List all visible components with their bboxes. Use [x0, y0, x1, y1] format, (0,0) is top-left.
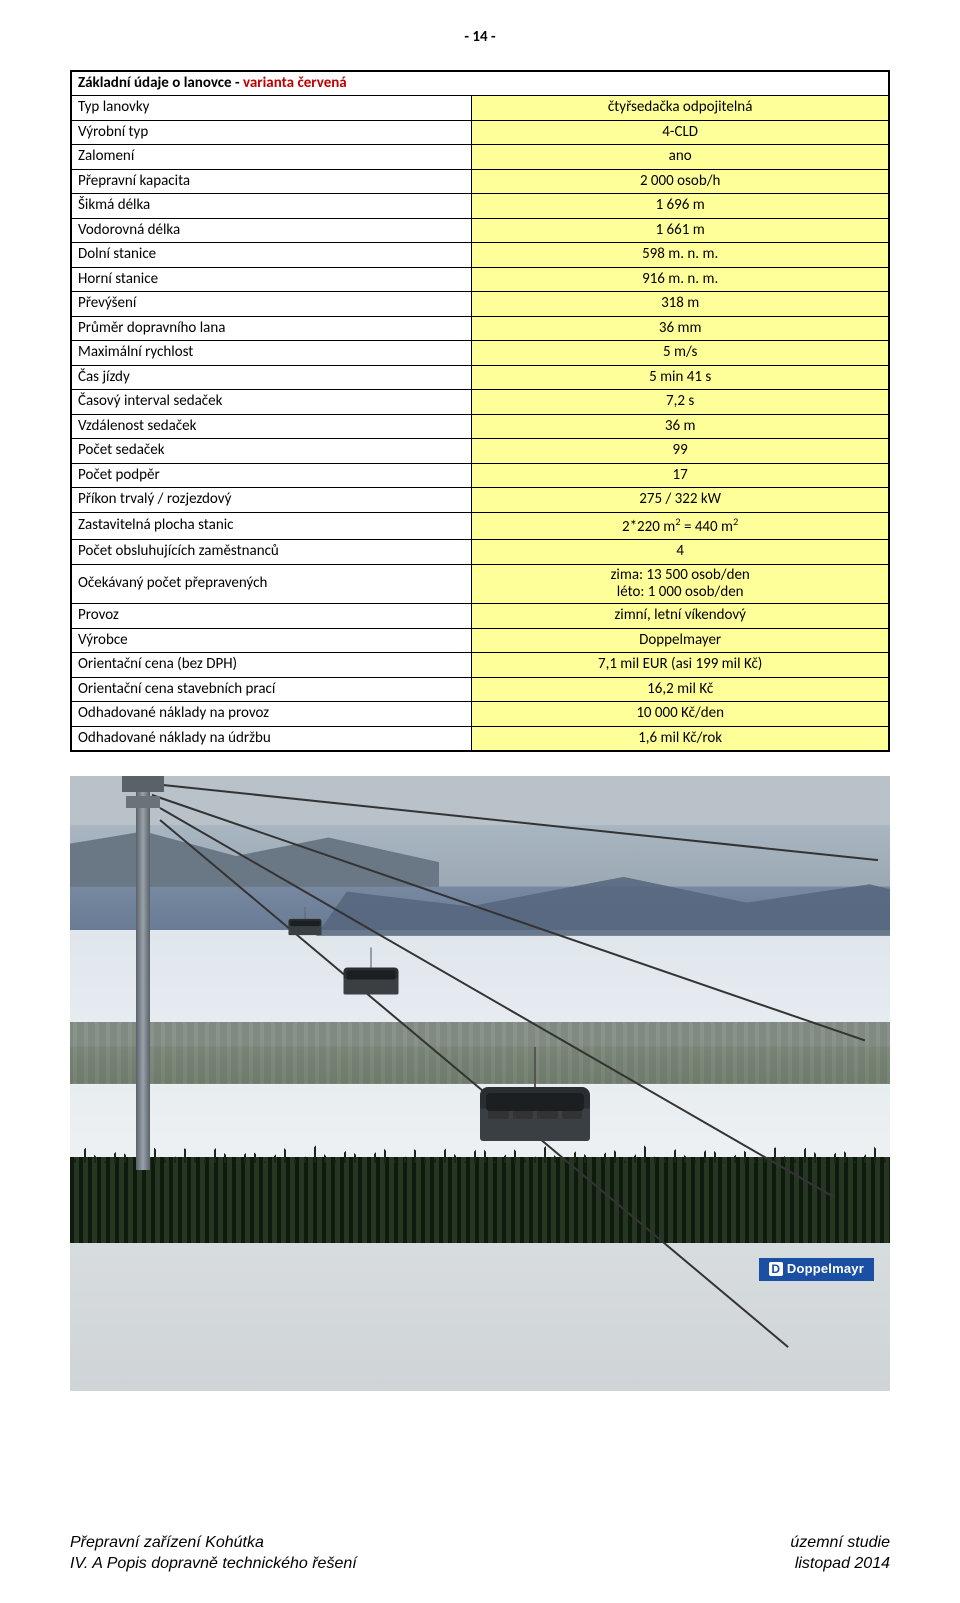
doppelmayr-watermark: DDoppelmayr [759, 1258, 874, 1281]
row-value: 5 min 41 s [472, 365, 889, 390]
row-label: Převýšení [71, 292, 472, 317]
table-row: Čas jízdy5 min 41 s [71, 365, 889, 390]
row-value: 916 m. n. m. [472, 267, 889, 292]
header-plain: Základní údaje o lanovce - [78, 74, 243, 92]
row-value: čtyřsedačka odpojitelná [472, 96, 889, 121]
row-value: 318 m [472, 292, 889, 317]
row-label: Šikmá délka [71, 194, 472, 219]
row-label: Průměr dopravního lana [71, 316, 472, 341]
row-label: Zalomení [71, 145, 472, 170]
table-row: Odhadované náklady na údržbu1,6 mil Kč/r… [71, 726, 889, 751]
table-row: Šikmá délka1 696 m [71, 194, 889, 219]
row-label: Příkon trvalý / rozjezdový [71, 488, 472, 513]
row-value: 99 [472, 439, 889, 464]
table-row: Vodorovná délka1 661 m [71, 218, 889, 243]
row-value: 17 [472, 463, 889, 488]
table-row: VýrobceDoppelmayer [71, 628, 889, 653]
row-label: Počet sedaček [71, 439, 472, 464]
table-row: Očekávaný počet přepravenýchzima: 13 500… [71, 564, 889, 604]
table-row: Typ lanovkyčtyřsedačka odpojitelná [71, 96, 889, 121]
row-value: zimní, letní víkendový [472, 604, 889, 629]
row-label: Maximální rychlost [71, 341, 472, 366]
row-value: 1,6 mil Kč/rok [472, 726, 889, 751]
row-label: Čas jízdy [71, 365, 472, 390]
page-footer: Přepravní zařízení Kohútka IV. A Popis d… [70, 1533, 890, 1575]
table-row: Provozzimní, letní víkendový [71, 604, 889, 629]
row-value: 4-CLD [472, 120, 889, 145]
row-value: 16,2 mil Kč [472, 677, 889, 702]
row-label: Přepravní kapacita [71, 169, 472, 194]
row-value: 2 000 osob/h [472, 169, 889, 194]
footer-left-line1: Přepravní zařízení Kohútka [70, 1533, 357, 1554]
row-label: Vodorovná délka [71, 218, 472, 243]
footer-left-line2: IV. A Popis dopravně technického řešení [70, 1554, 357, 1575]
row-label: Orientační cena stavebních prací [71, 677, 472, 702]
watermark-text: Doppelmayr [787, 1261, 864, 1276]
row-label: Počet podpěr [71, 463, 472, 488]
table-row: Přepravní kapacita2 000 osob/h [71, 169, 889, 194]
row-value: 10 000 Kč/den [472, 702, 889, 727]
row-label: Očekávaný počet přepravených [71, 564, 472, 604]
row-value: zima: 13 500 osob/denléto: 1 000 osob/de… [472, 564, 889, 604]
table-row: Dolní stanice598 m. n. m. [71, 243, 889, 268]
row-label: Časový interval sedaček [71, 390, 472, 415]
footer-right-line1: územní studie [790, 1533, 890, 1554]
table-row: Maximální rychlost5 m/s [71, 341, 889, 366]
row-value: 1 696 m [472, 194, 889, 219]
row-value: 5 m/s [472, 341, 889, 366]
table-row: Orientační cena stavebních prací16,2 mil… [71, 677, 889, 702]
table-row: Počet podpěr17 [71, 463, 889, 488]
table-row: Počet obsluhujících zaměstnanců4 [71, 540, 889, 565]
table-header-row: Základní údaje o lanovce - varianta červ… [71, 71, 889, 96]
chairlift-photo: DDoppelmayr [70, 776, 890, 1391]
row-value: 7,2 s [472, 390, 889, 415]
table-row: Zastavitelná plocha stanic2*220 m2 = 440… [71, 512, 889, 540]
table-row: Výrobní typ4-CLD [71, 120, 889, 145]
row-label: Orientační cena (bez DPH) [71, 653, 472, 678]
table-row: Časový interval sedaček7,2 s [71, 390, 889, 415]
row-value: 4 [472, 540, 889, 565]
table-row: Vzdálenost sedaček36 m [71, 414, 889, 439]
table-row: Převýšení318 m [71, 292, 889, 317]
table-row: Počet sedaček99 [71, 439, 889, 464]
row-label: Počet obsluhujících zaměstnanců [71, 540, 472, 565]
row-label: Zastavitelná plocha stanic [71, 512, 472, 540]
row-label: Odhadované náklady na údržbu [71, 726, 472, 751]
row-label: Výrobní typ [71, 120, 472, 145]
table-row: Orientační cena (bez DPH)7,1 mil EUR (as… [71, 653, 889, 678]
row-label: Dolní stanice [71, 243, 472, 268]
table-row: Průměr dopravního lana36 mm [71, 316, 889, 341]
row-label: Horní stanice [71, 267, 472, 292]
row-label: Provoz [71, 604, 472, 629]
header-variant: varianta červená [243, 74, 347, 92]
footer-left: Přepravní zařízení Kohútka IV. A Popis d… [70, 1533, 357, 1575]
row-value: 2*220 m2 = 440 m2 [472, 512, 889, 540]
row-value: 1 661 m [472, 218, 889, 243]
table-row: Zalomeníano [71, 145, 889, 170]
table-row: Horní stanice916 m. n. m. [71, 267, 889, 292]
row-value: 7,1 mil EUR (asi 199 mil Kč) [472, 653, 889, 678]
row-label: Odhadované náklady na provoz [71, 702, 472, 727]
row-label: Typ lanovky [71, 96, 472, 121]
row-value: 598 m. n. m. [472, 243, 889, 268]
row-value: ano [472, 145, 889, 170]
footer-right-line2: listopad 2014 [790, 1554, 890, 1575]
specs-table: Základní údaje o lanovce - varianta červ… [70, 70, 890, 753]
row-label: Vzdálenost sedaček [71, 414, 472, 439]
table-row: Příkon trvalý / rozjezdový275 / 322 kW [71, 488, 889, 513]
row-value: 275 / 322 kW [472, 488, 889, 513]
footer-right: územní studie listopad 2014 [790, 1533, 890, 1575]
table-row: Odhadované náklady na provoz10 000 Kč/de… [71, 702, 889, 727]
chairlift-chair [480, 1047, 590, 1141]
row-value: Doppelmayer [472, 628, 889, 653]
row-label: Výrobce [71, 628, 472, 653]
row-value: 36 mm [472, 316, 889, 341]
page-number: - 14 - [70, 28, 890, 48]
table-header: Základní údaje o lanovce - varianta červ… [71, 71, 889, 96]
row-value: 36 m [472, 414, 889, 439]
